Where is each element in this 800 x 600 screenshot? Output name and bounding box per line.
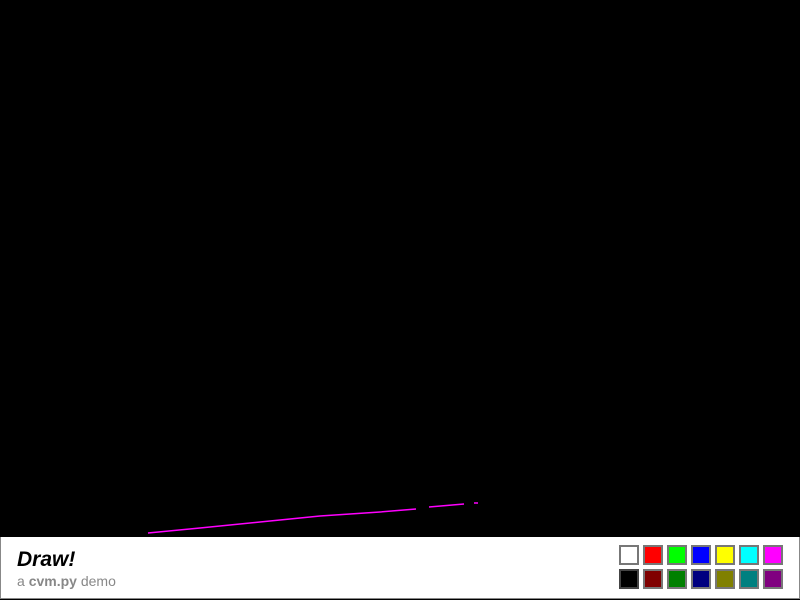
color-palette [619, 545, 783, 589]
color-swatch[interactable] [643, 569, 663, 589]
drawn-stroke [428, 503, 465, 508]
color-swatch[interactable] [763, 569, 783, 589]
app-subtitle: a cvm.py demo [17, 573, 116, 589]
subtitle-suffix: demo [80, 573, 116, 589]
color-swatch[interactable] [619, 569, 639, 589]
drawn-stroke [147, 508, 417, 534]
bottom-bar: Draw! a cvm.py demo [0, 537, 800, 599]
drawing-canvas[interactable] [0, 0, 800, 537]
color-swatch[interactable] [691, 545, 711, 565]
subtitle-prefix: a [17, 573, 25, 589]
color-swatch[interactable] [643, 545, 663, 565]
subtitle-name: cvm.py [28, 573, 77, 589]
color-swatch[interactable] [739, 545, 759, 565]
color-swatch[interactable] [691, 569, 711, 589]
color-swatch[interactable] [667, 545, 687, 565]
color-swatch[interactable] [763, 545, 783, 565]
color-swatch[interactable] [667, 569, 687, 589]
color-swatch[interactable] [739, 569, 759, 589]
color-swatch[interactable] [619, 545, 639, 565]
app-title: Draw! [17, 548, 76, 571]
color-swatch[interactable] [715, 545, 735, 565]
color-swatch[interactable] [715, 569, 735, 589]
